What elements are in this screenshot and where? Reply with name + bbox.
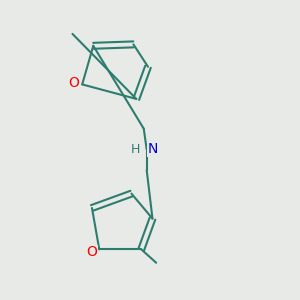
Text: N: N: [148, 142, 158, 156]
Text: H: H: [131, 143, 140, 156]
Text: O: O: [86, 245, 97, 259]
Text: O: O: [68, 76, 79, 90]
